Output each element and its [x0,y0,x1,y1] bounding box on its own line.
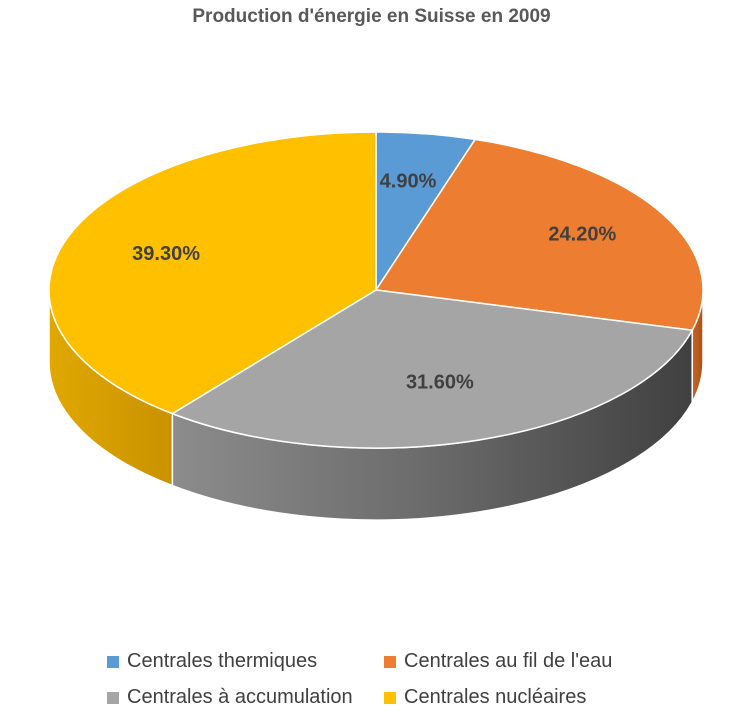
pie-slice-centrales-a-accumulation [170,289,694,449]
pie-slice-centrales-nucleaires [48,131,377,415]
legend-label: Centrales au fil de l'eau [404,650,613,672]
legend-label: Centrales nucléaires [404,686,587,708]
legend-swatch [384,655,396,668]
legend-label: Centrales à accumulation [127,686,353,708]
data-label-centrales-a-accumulation: 31.60% [406,371,474,393]
legend-item-centrales-au-fil-de-l-eau: Centrales au fil de l'eau [384,650,612,673]
legend-swatch [384,691,396,704]
legend-swatch [107,691,119,704]
legend-item-centrales-thermiques: Centrales thermiques [107,650,317,673]
legend-swatch [107,655,119,668]
data-label-centrales-thermiques: 4.90% [380,170,437,192]
data-label-centrales-nucleaires: 39.30% [132,243,200,265]
legend-item-centrales-nucleaires: Centrales nucléaires [384,686,586,709]
chart-title: Production d'énergie en Suisse en 2009 [192,6,551,27]
data-label-centrales-au-fil-de-l-eau: 24.20% [548,223,616,245]
pie-slice-centrales-au-fil-de-l-eau [374,138,704,332]
legend-item-centrales-a-accumulation: Centrales à accumulation [107,686,353,709]
legend-label: Centrales thermiques [127,650,318,672]
